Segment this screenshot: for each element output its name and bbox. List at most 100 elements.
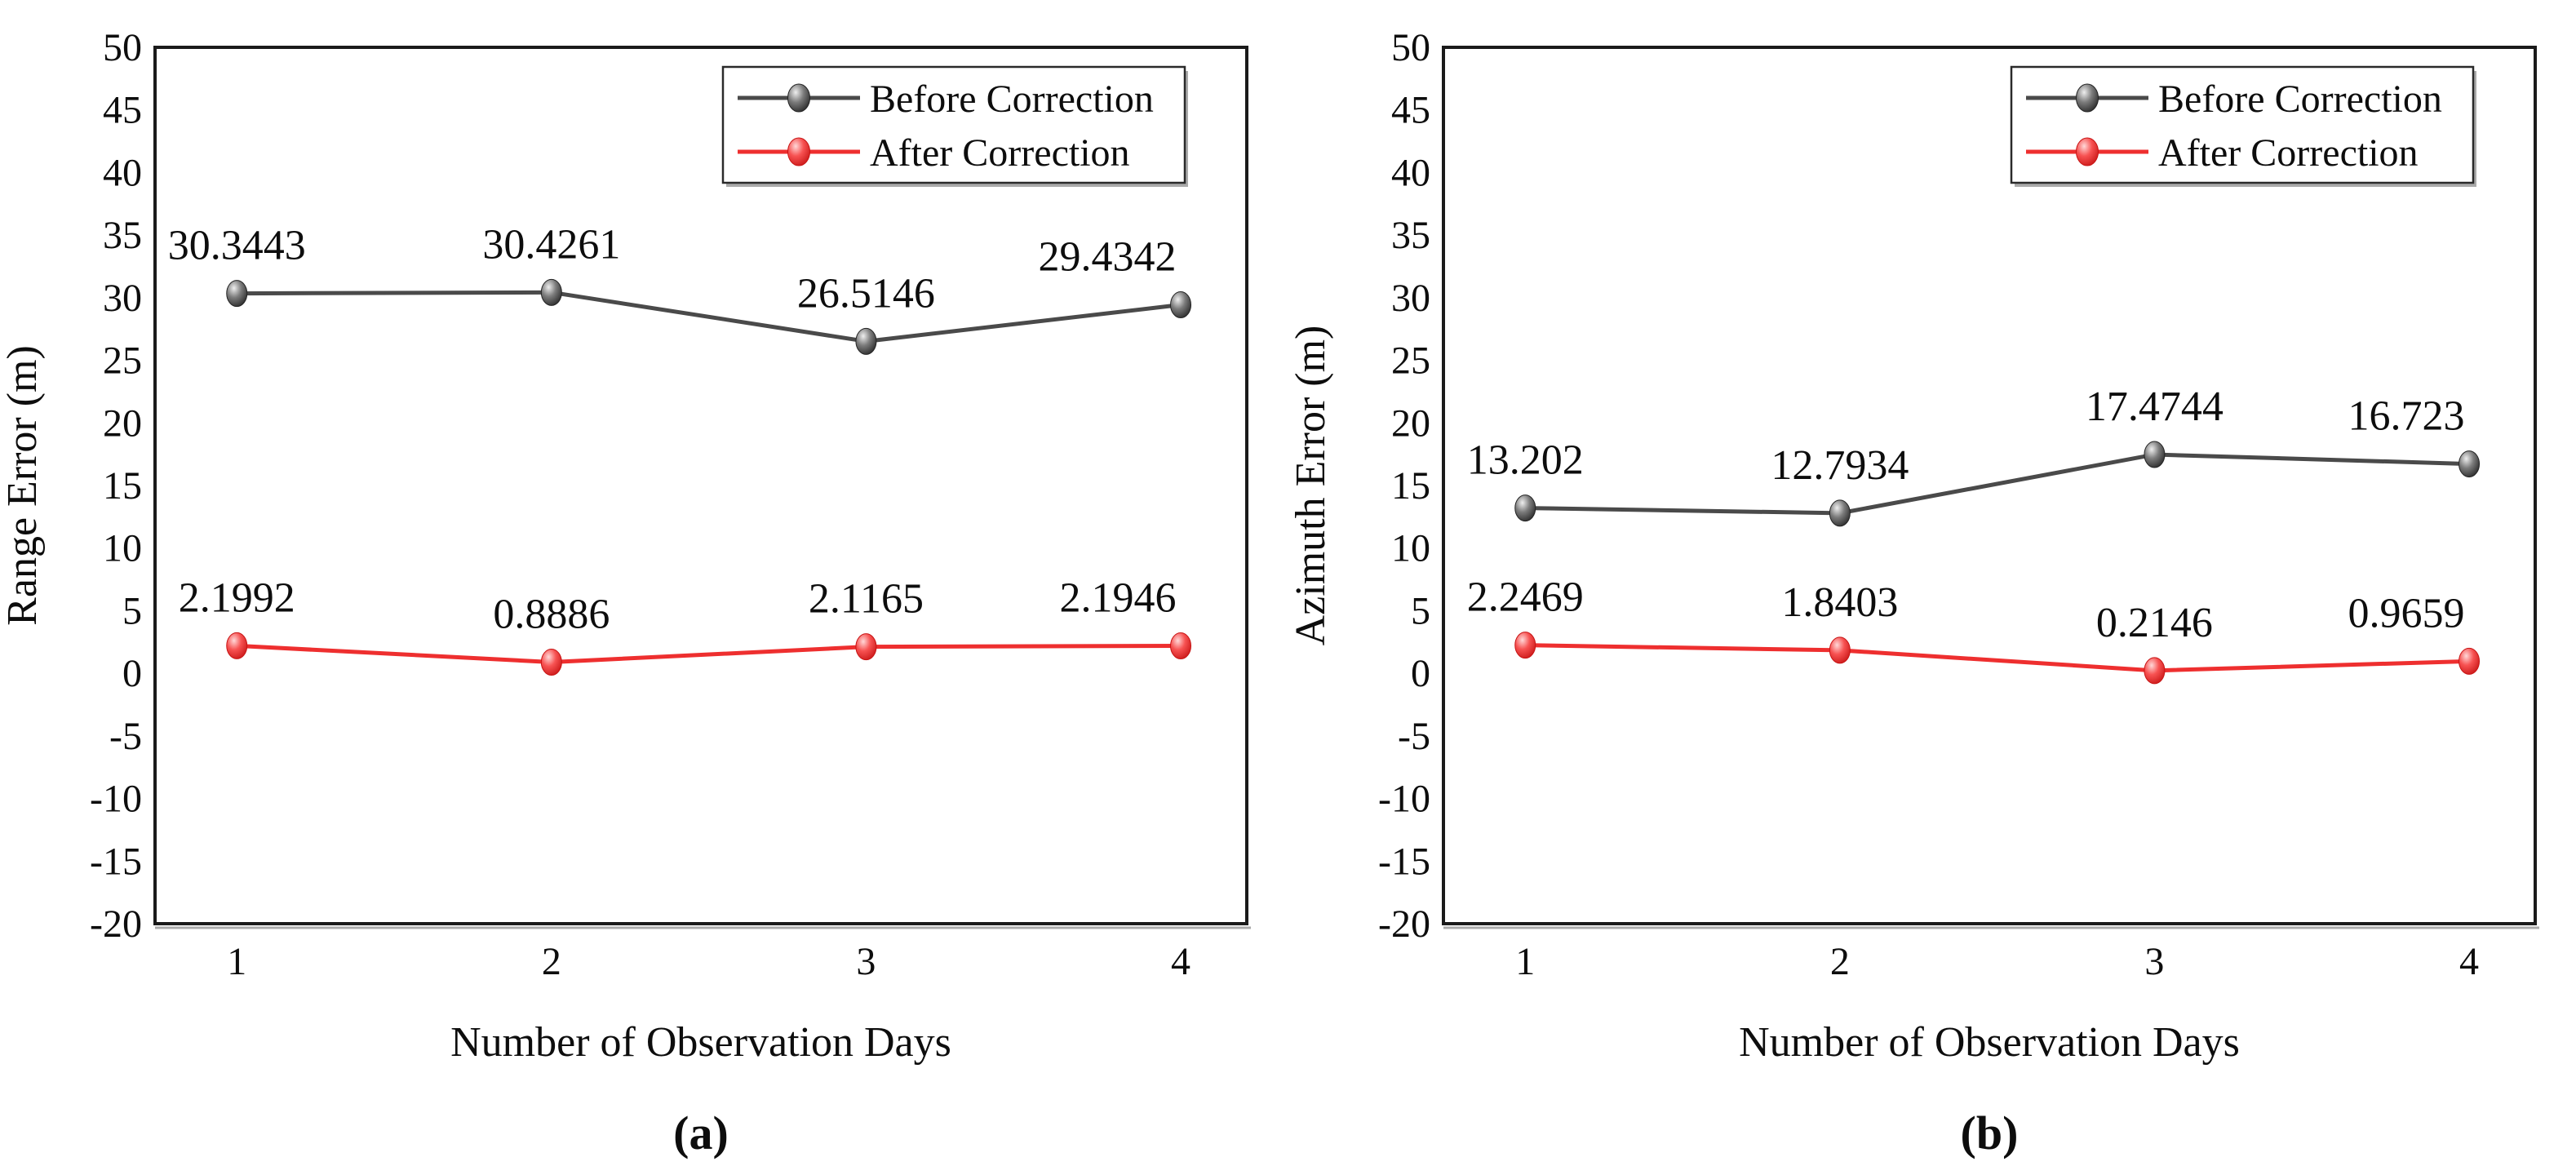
y-axis-title: Range Error (m) xyxy=(0,345,46,626)
y-tick-label: 30 xyxy=(103,277,142,320)
x-axis-title: Number of Observation Days xyxy=(450,1019,951,1066)
plot-border xyxy=(153,46,1248,925)
y-tick-label: 50 xyxy=(1391,26,1430,69)
data-point-marker xyxy=(540,278,562,306)
data-point-label: 0.8886 xyxy=(493,592,610,638)
panel-a: -20 -15 -10 -5 0 5 10 15 20 25 30 35 40 45 50 1 2 3 4 30.34… xyxy=(0,26,1251,1159)
series-after-correction: 2.2469 1.8403 0.2146 0.9659 xyxy=(1467,574,2481,685)
y-tick-label: 10 xyxy=(103,527,142,570)
y-axis-title: Azimuth Error (m) xyxy=(1288,326,1334,646)
x-tick-label: 2 xyxy=(1830,940,1850,983)
data-point-label: 0.2146 xyxy=(2096,600,2213,646)
data-point-marker xyxy=(855,327,877,355)
data-point-marker xyxy=(1514,494,1536,522)
data-point-label: 17.4744 xyxy=(2086,384,2224,430)
data-point-label: 13.202 xyxy=(1467,437,1584,484)
data-point-label: 2.2469 xyxy=(1467,574,1584,621)
data-point-marker xyxy=(855,633,877,661)
data-point-marker xyxy=(1170,632,1192,659)
legend-item: Before Correction xyxy=(2026,78,2442,121)
data-point-label: 16.723 xyxy=(2348,393,2465,440)
x-tick-label: 4 xyxy=(1171,940,1190,983)
y-tick-label: -15 xyxy=(90,840,142,883)
y-tick-label: -5 xyxy=(109,715,142,758)
panel-b: -20 -15 -10 -5 0 5 10 15 20 25 30 35 40 45 50 1 2 3 4 13.20… xyxy=(1288,0,2576,1175)
panel-caption: (a) xyxy=(673,1106,729,1159)
data-point-marker xyxy=(1829,636,1851,664)
data-point-marker xyxy=(1170,291,1192,319)
data-point-marker xyxy=(2459,647,2481,675)
data-point-label: 26.5146 xyxy=(797,270,935,317)
y-tick-label: -15 xyxy=(1378,840,1430,883)
legend-label: After Correction xyxy=(870,131,1130,175)
x-tick-label: 3 xyxy=(856,940,876,983)
legend-item: After Correction xyxy=(738,131,1130,175)
y-tick-label: 25 xyxy=(1391,339,1430,383)
y-tick-label: -5 xyxy=(1398,715,1430,758)
legend: Before Correction After Correction xyxy=(2010,65,2476,187)
data-point-label: 30.4261 xyxy=(482,221,620,268)
data-point-label: 1.8403 xyxy=(1781,579,1898,626)
data-point-marker xyxy=(1514,632,1536,659)
y-tick-label: 15 xyxy=(1391,464,1430,508)
legend: Before Correction After Correction xyxy=(721,65,1188,187)
legend-marker xyxy=(787,83,810,113)
x-axis-title: Number of Observation Days xyxy=(1739,1019,2240,1066)
legend-label: Before Correction xyxy=(870,78,1154,121)
y-tick-label: 35 xyxy=(1391,214,1430,257)
data-point-label: 0.9659 xyxy=(2348,590,2465,636)
data-point-marker xyxy=(226,632,248,659)
data-point-label: 12.7934 xyxy=(1771,442,1909,489)
series-line xyxy=(1525,643,2470,673)
y-tick-label: -10 xyxy=(90,778,142,821)
y-tick-label: 25 xyxy=(103,339,142,383)
series-line xyxy=(1525,452,2470,516)
data-point-marker xyxy=(2144,657,2166,685)
x-tick-label: 2 xyxy=(542,940,561,983)
chart-range-error: -20 -15 -10 -5 0 5 10 15 20 25 30 35 40 45 50 1 2 3 4 30.34… xyxy=(0,26,1251,1159)
y-tick-label: 10 xyxy=(1391,527,1430,570)
y-tick-label: 15 xyxy=(103,464,142,508)
series-after-correction: 2.1992 0.8886 2.1165 2.1946 xyxy=(179,574,1192,676)
data-point-marker xyxy=(2144,441,2166,468)
legend-item: After Correction xyxy=(2026,131,2419,175)
data-point-label: 2.1992 xyxy=(179,574,295,621)
y-tick-label: 0 xyxy=(1411,652,1430,695)
legend-marker xyxy=(2076,137,2099,166)
data-point-label: 30.3443 xyxy=(168,223,306,269)
series-line xyxy=(237,643,1182,665)
series-before-correction: 30.3443 30.4261 26.5146 29.4342 xyxy=(168,221,1192,355)
y-tick-label: 20 xyxy=(1391,401,1430,445)
data-point-marker xyxy=(540,649,562,676)
data-point-label: 29.4342 xyxy=(1039,234,1177,281)
legend-label: Before Correction xyxy=(2158,78,2442,121)
panel-caption: (b) xyxy=(1961,1106,2019,1159)
data-point-label: 2.1946 xyxy=(1060,574,1177,621)
x-tick-label: 1 xyxy=(227,940,246,983)
data-point-label: 2.1165 xyxy=(809,576,924,623)
y-tick-label: 0 xyxy=(122,652,142,695)
x-tick-label: 1 xyxy=(1515,940,1535,983)
y-tick-label: 45 xyxy=(103,89,142,132)
x-tick-label: 4 xyxy=(2459,940,2479,983)
y-tick-label: -10 xyxy=(1378,778,1430,821)
y-tick-label: -20 xyxy=(1378,902,1430,946)
chart-azimuth-error: -20 -15 -10 -5 0 5 10 15 20 25 30 35 40 45 50 1 2 3 4 13.20… xyxy=(1288,26,2539,1159)
y-tick-label: 5 xyxy=(122,589,142,632)
data-point-marker xyxy=(226,280,248,308)
legend-item: Before Correction xyxy=(738,78,1154,121)
y-tick-label: 20 xyxy=(103,401,142,445)
y-tick-label: 40 xyxy=(103,151,142,194)
series-before-correction: 13.202 12.7934 17.4744 16.723 xyxy=(1467,384,2481,527)
x-tick-label: 3 xyxy=(2144,940,2164,983)
y-tick-label: 45 xyxy=(1391,89,1430,132)
y-tick-label: 50 xyxy=(103,26,142,69)
y-tick-label: 5 xyxy=(1411,589,1430,632)
data-point-marker xyxy=(2459,450,2481,478)
y-tick-label: 40 xyxy=(1391,151,1430,194)
y-tick-label: 35 xyxy=(103,214,142,257)
legend-label: After Correction xyxy=(2158,131,2419,175)
y-tick-label: 30 xyxy=(1391,277,1430,320)
data-point-marker xyxy=(1829,499,1851,527)
